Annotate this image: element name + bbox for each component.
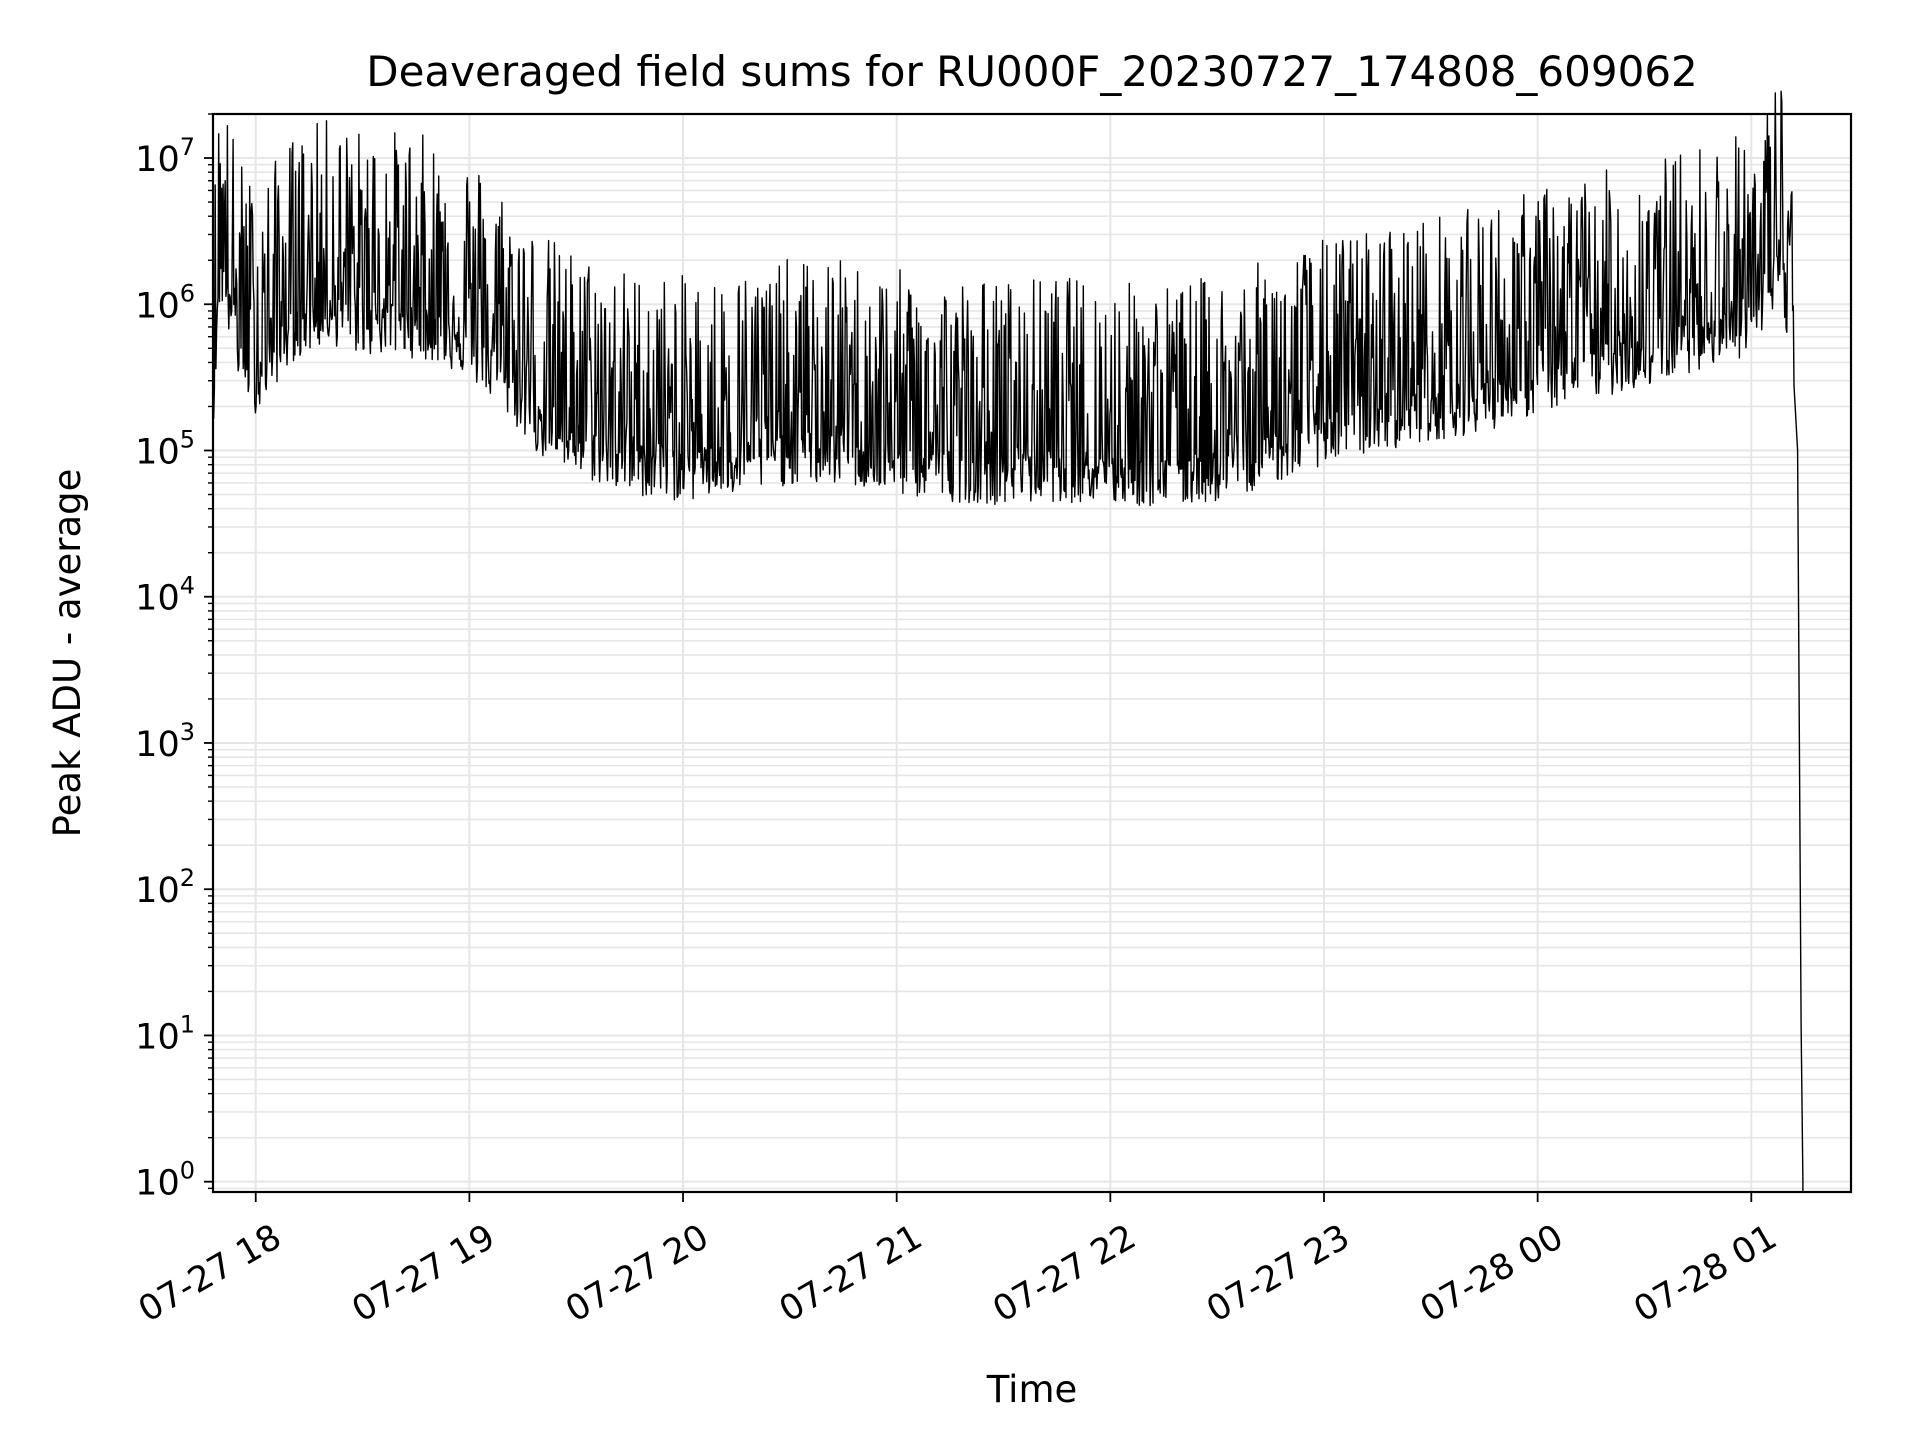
x-axis-ticks: 07-27 18 07-27 19 07-27 20 07-27 21 07-27 22… <box>132 1192 1784 1330</box>
y-tick-label: 107 <box>135 133 195 180</box>
x-tick-label: 07-27 22 <box>987 1217 1143 1330</box>
x-tick-label: 07-27 19 <box>346 1217 502 1330</box>
x-tick-label: 07-28 00 <box>1414 1217 1570 1330</box>
chart-title: Deaveraged field sums for RU000F_2023072… <box>366 47 1698 96</box>
y-tick-label: 100 <box>135 1157 195 1204</box>
y-tick-label: 102 <box>135 864 195 911</box>
x-tick-label: 07-27 20 <box>559 1217 715 1330</box>
x-tick-label: 07-27 23 <box>1200 1217 1356 1330</box>
y-tick-label: 105 <box>135 425 195 472</box>
x-tick-label: 07-27 21 <box>773 1217 929 1330</box>
y-axis-ticks: 100 101 102 103 104 105 106 107 <box>135 113 213 1204</box>
y-axis-label: Peak ADU - average <box>46 469 89 838</box>
series-line <box>212 90 1804 1192</box>
y-tick-label: 101 <box>135 1010 195 1057</box>
x-tick-label: 07-27 18 <box>132 1217 288 1330</box>
y-tick-label: 103 <box>135 718 195 765</box>
x-tick-label: 07-28 01 <box>1628 1217 1784 1330</box>
y-tick-label: 106 <box>135 279 195 326</box>
plot-frame <box>211 112 1853 1194</box>
y-tick-label: 104 <box>135 572 195 619</box>
x-axis-label: Time <box>986 1368 1078 1411</box>
